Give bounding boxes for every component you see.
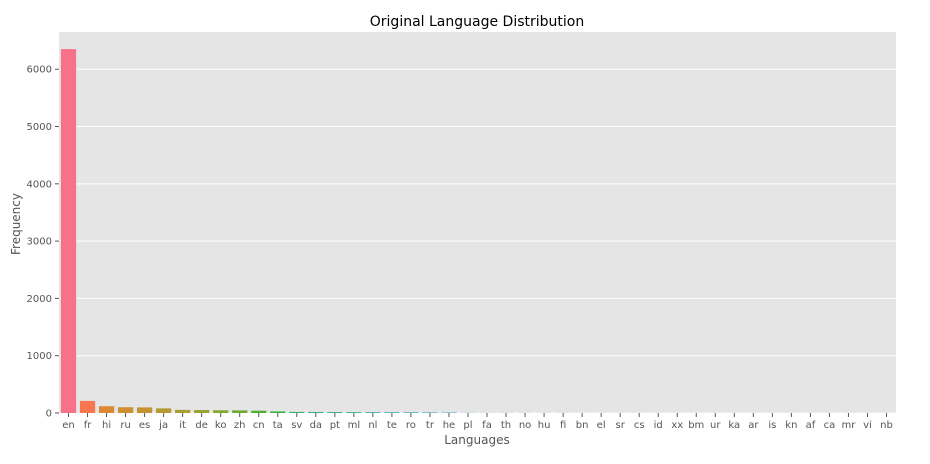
x-tick-label-da: da xyxy=(310,420,322,431)
x-tick-label-ro: ro xyxy=(406,420,416,431)
x-tick-label-nl: nl xyxy=(368,420,377,431)
x-tick-label-bn: bn xyxy=(576,420,589,431)
bar-sv xyxy=(289,411,305,413)
x-tick-label-kn: kn xyxy=(785,420,797,431)
x-tick-label-xx: xx xyxy=(671,420,683,431)
bar-es xyxy=(136,407,153,413)
x-tick-label-th: th xyxy=(501,420,511,431)
x-tick-label-es: es xyxy=(139,420,150,431)
y-tick-label: 2000 xyxy=(27,294,52,305)
x-tick-label-sr: sr xyxy=(616,420,626,431)
bar-pt xyxy=(327,412,343,413)
bar-de xyxy=(194,410,210,413)
y-tick-label: 4000 xyxy=(27,179,52,190)
x-tick-label-ja: ja xyxy=(158,420,168,431)
x-tick-label-ta: ta xyxy=(273,420,283,431)
x-tick-label-cn: cn xyxy=(253,420,265,431)
bar-ru xyxy=(117,407,134,413)
x-tick-label-hu: hu xyxy=(538,420,551,431)
x-tick-label-no: no xyxy=(519,420,531,431)
bar-hi xyxy=(98,406,115,413)
y-tick-label: 6000 xyxy=(27,65,52,76)
x-axis-ticks: en fr hi ru es ja it de ko zh cn ta sv da pt ml nl te ro tr… xyxy=(62,413,893,431)
x-tick-label-el: el xyxy=(597,420,606,431)
x-tick-label-ko: ko xyxy=(215,420,227,431)
bar-da xyxy=(308,411,324,413)
bar-ro xyxy=(403,412,419,413)
x-tick-label-id: id xyxy=(654,420,663,431)
bar-nl xyxy=(365,412,381,413)
bar-te xyxy=(384,412,400,413)
bar-it xyxy=(175,409,191,413)
x-tick-label-ar: ar xyxy=(748,420,759,431)
bar-en xyxy=(60,49,77,413)
x-tick-label-ur: ur xyxy=(710,420,721,431)
plot-background xyxy=(59,32,896,413)
x-tick-label-ml: ml xyxy=(348,420,361,431)
chart-title: Original Language Distribution xyxy=(370,14,584,30)
x-tick-label-mr: mr xyxy=(842,420,857,431)
bar-fr xyxy=(79,400,96,413)
x-tick-label-is: is xyxy=(768,420,776,431)
x-tick-label-fr: fr xyxy=(84,420,93,431)
x-tick-label-fa: fa xyxy=(482,420,492,431)
x-tick-label-en: en xyxy=(62,420,75,431)
y-tick-label: 3000 xyxy=(27,237,52,248)
y-tick-label: 5000 xyxy=(27,122,52,133)
x-tick-label-hi: hi xyxy=(102,420,111,431)
x-axis-label: Languages xyxy=(444,433,509,447)
bar-ta xyxy=(270,411,286,413)
x-tick-label-bm: bm xyxy=(688,420,704,431)
x-tick-label-nb: nb xyxy=(880,420,893,431)
bar-ja xyxy=(156,408,172,413)
x-tick-label-vi: vi xyxy=(863,420,872,431)
bars xyxy=(60,49,895,413)
bar-zh xyxy=(232,410,248,413)
x-tick-label-it: it xyxy=(179,420,186,431)
x-tick-label-tr: tr xyxy=(426,420,435,431)
x-tick-label-pl: pl xyxy=(463,420,472,431)
y-tick-label: 0 xyxy=(46,409,52,420)
y-axis-ticks: 0 1000 2000 3000 4000 5000 6000 xyxy=(27,65,59,420)
x-tick-label-sv: sv xyxy=(291,420,302,431)
x-tick-label-ca: ca xyxy=(824,420,836,431)
x-tick-label-pt: pt xyxy=(330,420,340,431)
y-axis-label: Frequency xyxy=(9,193,23,255)
bar-cn xyxy=(251,410,267,413)
x-tick-label-te: te xyxy=(387,420,397,431)
bar-ml xyxy=(346,412,362,413)
y-tick-label: 1000 xyxy=(27,351,52,362)
x-tick-label-fi: fi xyxy=(560,420,566,431)
x-tick-label-zh: zh xyxy=(234,420,246,431)
x-tick-label-cs: cs xyxy=(634,420,645,431)
x-tick-label-he: he xyxy=(443,420,456,431)
bar-ko xyxy=(213,410,229,413)
x-tick-label-ka: ka xyxy=(728,420,740,431)
x-tick-label-ru: ru xyxy=(120,420,130,431)
x-tick-label-af: af xyxy=(806,420,816,431)
x-tick-label-de: de xyxy=(195,420,208,431)
bar-tr xyxy=(422,412,438,413)
